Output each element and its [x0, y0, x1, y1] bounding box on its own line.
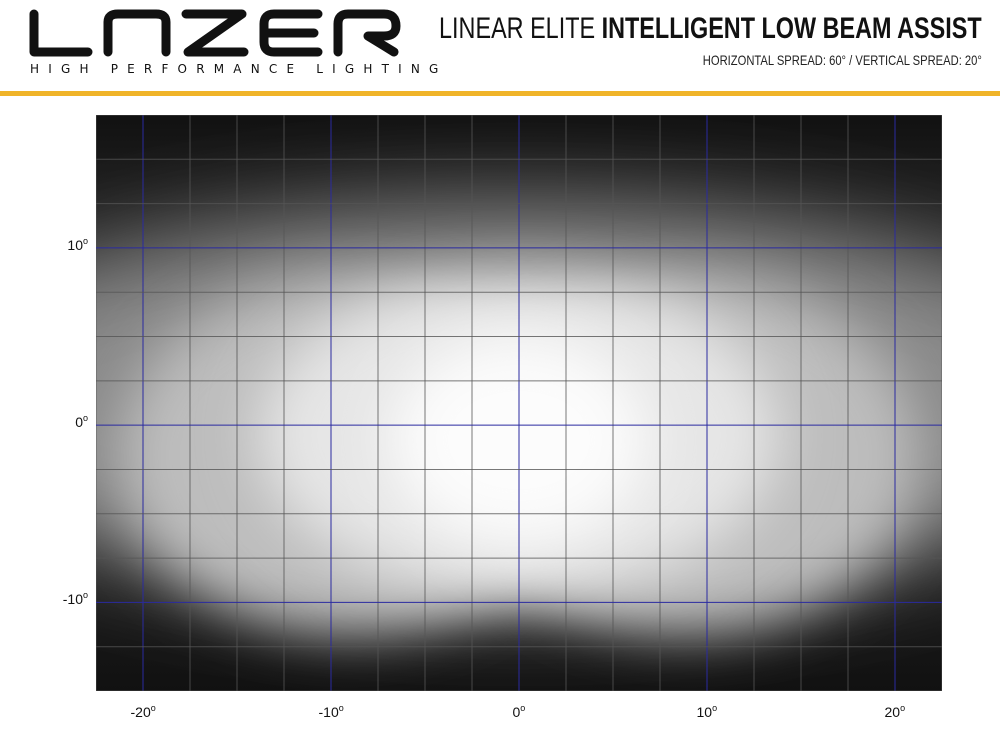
lazer-logo: [29, 9, 401, 57]
x-tick-label: -20o: [130, 703, 156, 720]
y-tick-label: 10o: [67, 235, 88, 253]
grid: [96, 115, 942, 691]
x-tick-label: -10o: [318, 703, 344, 720]
title-bold: INTELLIGENT LOW BEAM ASSIST: [601, 12, 982, 45]
y-tick-label: -10o: [62, 590, 88, 608]
page-subtitle: HORIZONTAL SPREAD: 60° / VERTICAL SPREAD…: [702, 52, 982, 68]
beam-pattern-plot: [96, 115, 942, 691]
brand-tagline: HIGH PERFORMANCE LIGHTING: [30, 62, 448, 76]
x-tick-label: 20o: [884, 703, 906, 720]
page-title: LINEAR ELITE INTELLIGENT LOW BEAM ASSIST: [439, 12, 982, 46]
accent-rule: [0, 91, 1000, 96]
x-tick-label: 0o: [512, 703, 526, 720]
y-tick-label: 0o: [75, 413, 88, 431]
x-tick-label: 10o: [696, 703, 718, 720]
title-light: LINEAR ELITE: [439, 12, 596, 45]
